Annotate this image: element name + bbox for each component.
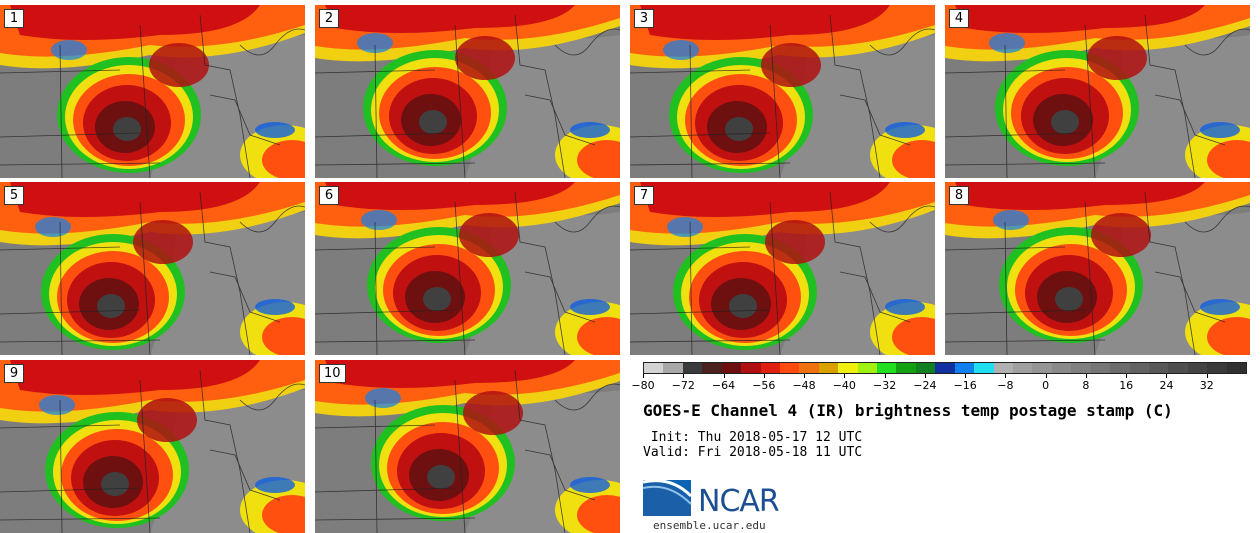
colorbar-tick-mark xyxy=(1045,374,1047,378)
colorbar-tick-mark xyxy=(643,374,644,378)
stamp-number-label: 8 xyxy=(949,186,969,205)
colorbar-swatch xyxy=(857,363,878,373)
colorbar-tick-mark xyxy=(1166,374,1168,378)
colorbar-swatch xyxy=(721,363,742,373)
colorbar-swatch xyxy=(915,363,936,373)
valid-time: Valid: Fri 2018-05-18 11 UTC xyxy=(643,445,863,460)
colorbar xyxy=(643,362,1247,374)
stamp-number-label: 5 xyxy=(4,186,24,205)
logo-url: ensemble.ucar.edu xyxy=(653,519,766,532)
stamp-number-label: 7 xyxy=(634,186,654,205)
colorbar-tick-label: 32 xyxy=(1199,379,1214,392)
colorbar-tick-mark xyxy=(1206,374,1208,378)
colorbar-tick-mark xyxy=(804,374,806,378)
colorbar-swatch xyxy=(741,363,761,373)
colorbar-tick-mark xyxy=(763,374,765,378)
colorbar-tick-label: −32 xyxy=(872,379,897,392)
colorbar-swatch xyxy=(1032,363,1052,373)
stamp-number-label: 4 xyxy=(949,9,969,28)
colorbar-swatch xyxy=(760,363,780,373)
colorbar-swatch xyxy=(1148,363,1169,373)
colorbar-swatch xyxy=(663,363,683,373)
colorbar-swatch xyxy=(818,363,839,373)
stamp-panel: 5 xyxy=(0,182,305,355)
colorbar-swatch xyxy=(644,363,664,373)
stamp-number-label: 1 xyxy=(4,9,24,28)
colorbar-tick-label: −56 xyxy=(752,379,776,392)
colorbar-swatch xyxy=(1168,363,1188,373)
colorbar-swatch xyxy=(1187,363,1208,373)
stamp-number-label: 10 xyxy=(319,364,346,383)
colorbar-swatch xyxy=(779,363,800,373)
colorbar-tick-mark xyxy=(1005,374,1007,378)
colorbar-tick-label: 0 xyxy=(1042,379,1050,392)
colorbar-swatch xyxy=(935,363,955,373)
colorbar-tick-mark xyxy=(1126,374,1128,378)
colorbar-swatch xyxy=(1090,363,1111,373)
colorbar-swatch xyxy=(1207,363,1227,373)
stamp-panel: 3 xyxy=(630,5,935,178)
colorbar-tick-label: −16 xyxy=(953,379,977,392)
colorbar-swatch xyxy=(702,363,722,373)
colorbar-ticks: −80 −72 −64 −56 −48 −40 −32 −24 −16 −8 0 8 16 24 32 xyxy=(631,374,1247,394)
colorbar-swatch xyxy=(974,363,994,373)
colorbar-tick-label: −80 xyxy=(631,379,655,392)
stamp-panel: 9 xyxy=(0,360,305,533)
stamp-panel: 4 xyxy=(945,5,1250,178)
colorbar-swatch xyxy=(877,363,897,373)
colorbar-swatch xyxy=(896,363,916,373)
stamp-panel: 2 xyxy=(315,5,620,178)
colorbar-swatch xyxy=(1110,363,1130,373)
colorbar-swatch xyxy=(1051,363,1072,373)
colorbar-tick-label: −72 xyxy=(671,379,695,392)
stamp-number-label: 6 xyxy=(319,186,339,205)
stamp-panel: 6 xyxy=(315,182,620,355)
colorbar-tick-mark xyxy=(844,374,846,378)
colorbar-tick-label: −8 xyxy=(997,379,1014,392)
colorbar-tick-label: 8 xyxy=(1082,379,1090,392)
stamp-panel: 1 xyxy=(0,5,305,178)
colorbar-tick-mark xyxy=(884,374,886,378)
colorbar-tick-mark xyxy=(924,374,926,378)
colorbar-swatch xyxy=(1013,363,1033,373)
stamp-panel: 8 xyxy=(945,182,1250,355)
colorbar-tick-label: 16 xyxy=(1119,379,1134,392)
colorbar-tick-label: 24 xyxy=(1159,379,1174,392)
colorbar-swatch xyxy=(993,363,1014,373)
colorbar-tick-mark xyxy=(965,374,967,378)
colorbar-tick-mark xyxy=(723,374,725,378)
colorbar-swatch xyxy=(954,363,975,373)
colorbar-swatch xyxy=(1071,363,1091,373)
colorbar-swatch xyxy=(682,363,703,373)
colorbar-tick-mark xyxy=(683,374,685,378)
colorbar-swatch xyxy=(799,363,819,373)
colorbar-swatch xyxy=(1226,363,1247,373)
ncar-logo-icon xyxy=(643,479,693,516)
logo-wordmark: NCAR xyxy=(698,484,780,519)
stamp-number-label: 3 xyxy=(634,9,654,28)
colorbar-tick-label: −64 xyxy=(711,379,736,392)
colorbar-tick-label: −48 xyxy=(792,379,816,392)
colorbar-tick-label: −40 xyxy=(832,379,856,392)
stamp-number-label: 2 xyxy=(319,9,339,28)
stamp-panel: 7 xyxy=(630,182,935,355)
colorbar-tick-label: −24 xyxy=(913,379,937,392)
stamp-number-label: 9 xyxy=(4,364,24,383)
colorbar-swatch xyxy=(1129,363,1149,373)
colorbar-swatch xyxy=(838,363,858,373)
colorbar-tick-mark xyxy=(1085,374,1087,378)
init-time: Init: Thu 2018-05-17 12 UTC xyxy=(643,430,863,445)
stamp-panel: 10 xyxy=(315,360,620,533)
figure-title: GOES-E Channel 4 (IR) brightness temp po… xyxy=(643,401,1173,420)
